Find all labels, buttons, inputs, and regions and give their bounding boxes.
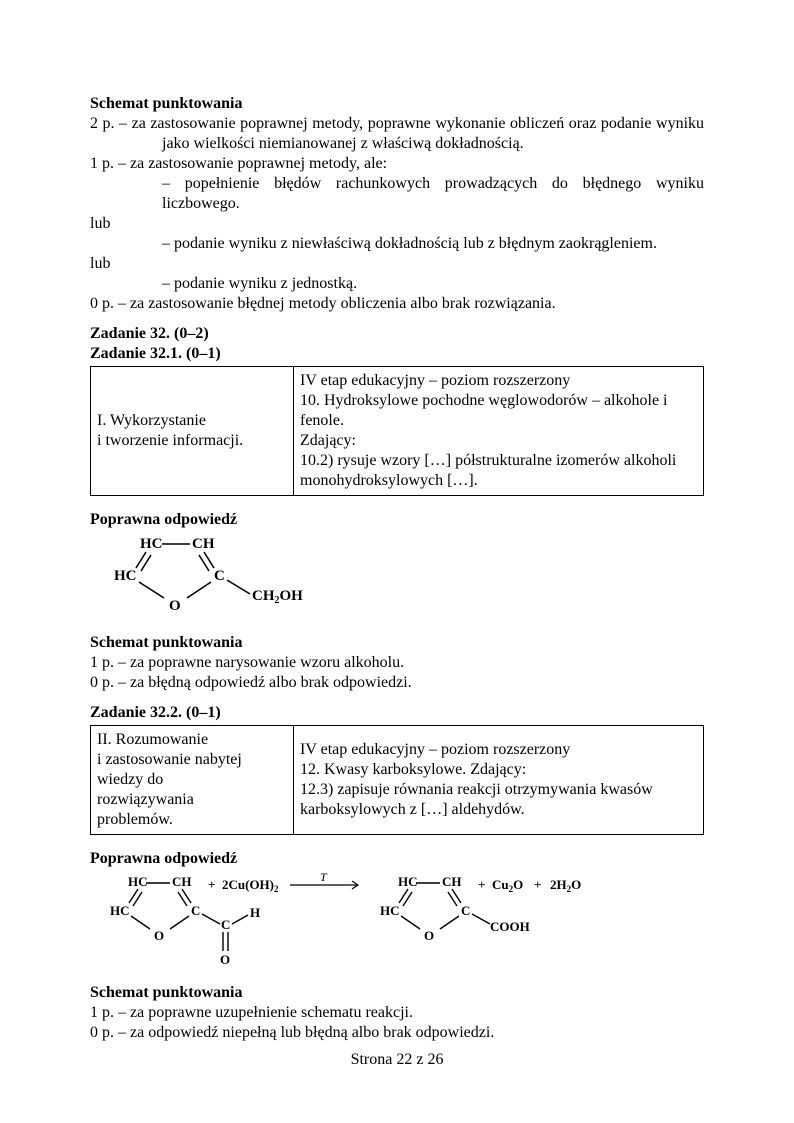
rxn-m1-hc-tl: HC <box>128 874 148 889</box>
task32-1-scoring-1p: 1 p. – za poprawne narysowanie wzoru alk… <box>90 653 704 673</box>
rxn-m2-c-r: C <box>461 903 470 918</box>
scoring1-0p: 0 p. – za zastosowanie błędnej metody ob… <box>90 294 704 314</box>
rxn-m1-c-r: C <box>191 903 200 918</box>
rxn-m2-hc-l: HC <box>380 903 400 918</box>
t321-left-l1: I. Wykorzystanie <box>97 412 206 429</box>
scoring1-lub1: lub <box>90 214 704 234</box>
task32-1-scoring-0p: 0 p. – za błędną odpowiedź albo brak odp… <box>90 673 704 693</box>
rxn-plus3: + <box>534 877 541 892</box>
task32-2-scoring-0p: 0 p. – za odpowiedź niepełną lub błędną … <box>90 1023 704 1043</box>
mol1-c-r: C <box>214 568 225 584</box>
rxn-m1-o: O <box>154 928 164 943</box>
t321-right-l3: Zdający: <box>300 432 356 449</box>
task32-1-answer-heading: Poprawna odpowiedź <box>90 510 704 530</box>
rxn-m1-hc-l: HC <box>110 903 130 918</box>
t321-right-l2: 10. Hydroksylowe pochodne węglowodorów –… <box>300 392 668 429</box>
t322-left-l1: II. Rozumowanie <box>97 731 208 748</box>
task32-heading: Zadanie 32. (0–2) <box>90 324 704 344</box>
t321-right-l1: IV etap edukacyjny – poziom rozszerzony <box>300 372 570 389</box>
rxn-product2: Cu2O <box>492 877 523 894</box>
rxn-plus2: + <box>478 877 485 892</box>
scoring1-1p-text: za zastosowanie poprawnej metody, ale: <box>130 155 387 172</box>
page-footer: Strona 22 z 26 <box>0 1051 794 1069</box>
task32-1-table-left: I. Wykorzystanie i tworzenie informacji. <box>91 367 294 496</box>
t321-left-l2: i tworzenie informacji. <box>97 432 243 449</box>
scoring1-1p-prefix: 1 p. – <box>90 155 126 172</box>
scoring1-heading: Schemat punktowania <box>90 94 704 114</box>
mol1-ch2oh: CH2OH <box>252 588 303 606</box>
mol1-hc-tl: HC <box>140 536 163 552</box>
rxn-product3: 2H2O <box>550 877 581 894</box>
t321-right-l4: 10.2) rysuje wzory […] półstrukturalne i… <box>300 452 676 489</box>
t322-right-l3: 12.3) zapisuje równania reakcji otrzymyw… <box>300 781 653 818</box>
task32-1-scoring-heading: Schemat punktowania <box>90 633 704 653</box>
t322-right-l2: 12. Kwasy karboksylowe. Zdający: <box>300 761 526 778</box>
mol1-ch-tr: CH <box>192 536 215 552</box>
scoring1-2p: 2 p. – za zastosowanie poprawnej metody,… <box>90 114 704 154</box>
task32-2-table-left: II. Rozumowanie i zastosowanie nabytej w… <box>91 726 294 835</box>
scoring1-lub2: lub <box>90 254 704 274</box>
t322-left-l5: problemów. <box>97 811 173 828</box>
rxn-m2-ch-tr: CH <box>442 874 462 889</box>
t322-left-l3: wiedzy do <box>97 771 163 788</box>
rxn-m1-c-side: C <box>221 917 230 932</box>
rxn-m1-o-dbl: O <box>220 952 230 967</box>
t322-left-l2: i zastosowanie nabytej <box>97 751 242 768</box>
rxn-reagent1: 2Cu(OH)2 <box>222 877 279 894</box>
scoring1-1p-sub3: – podanie wyniku z jednostką. <box>90 274 704 294</box>
scoring1-1p: 1 p. – za zastosowanie poprawnej metody,… <box>90 154 704 174</box>
task32-1-table-right: IV etap edukacyjny – poziom rozszerzony … <box>294 367 704 496</box>
task32-2-table-right: IV etap edukacyjny – poziom rozszerzony … <box>294 726 704 835</box>
task32-1-table: I. Wykorzystanie i tworzenie informacji.… <box>90 366 704 496</box>
molecule-furfuryl-alcohol: HC CH HC C O CH2OH <box>90 530 330 625</box>
rxn-plus1: + <box>208 877 215 892</box>
task32-2-scoring-1p: 1 p. – za poprawne uzupełnienie schematu… <box>90 1003 704 1023</box>
scoring1-2p-prefix: 2 p. – <box>90 115 127 132</box>
scoring1-2p-text: za zastosowanie poprawnej metody, popraw… <box>132 115 704 152</box>
scoring1-1p-sub1: – popełnienie błędów rachunkowych prowad… <box>90 174 704 214</box>
scoring1-1p-sub2: – podanie wyniku z niewłaściwą dokładnoś… <box>90 234 704 254</box>
mol1-hc-l: HC <box>114 568 137 584</box>
task32-2-heading: Zadanie 32.2. (0–1) <box>90 703 704 723</box>
mol1-o: O <box>169 598 181 614</box>
rxn-arrow-label: T <box>320 870 328 884</box>
scoring1-0p-text: za zastosowanie błędnej metody obliczeni… <box>130 295 556 312</box>
task32-2-answer-heading: Poprawna odpowiedź <box>90 849 704 869</box>
task32-2-table: II. Rozumowanie i zastosowanie nabytej w… <box>90 725 704 835</box>
rxn-m2-hc-tl: HC <box>398 874 418 889</box>
rxn-m1-h-side: H <box>250 905 260 920</box>
t322-left-l4: rozwiązywania <box>97 791 194 808</box>
rxn-m2-o: O <box>424 928 434 943</box>
scoring1-0p-prefix: 0 p. – <box>90 295 126 312</box>
task32-1-heading: Zadanie 32.1. (0–1) <box>90 344 704 364</box>
rxn-m2-cooh: COOH <box>490 919 530 934</box>
t322-right-l1: IV etap edukacyjny – poziom rozszerzony <box>300 741 570 758</box>
rxn-m1-ch-tr: CH <box>172 874 192 889</box>
reaction-scheme: HC CH HC C O C H O + 2Cu(OH)2 T <box>90 869 630 979</box>
task32-2-scoring-heading: Schemat punktowania <box>90 983 704 1003</box>
